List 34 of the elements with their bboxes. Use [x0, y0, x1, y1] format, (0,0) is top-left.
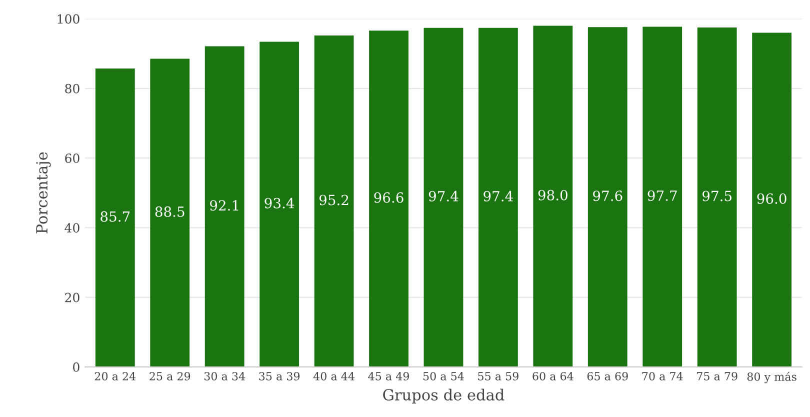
data-label: 96.6: [374, 192, 404, 203]
x-tick-label: 40 a 44: [313, 372, 354, 380]
x-tick-label: 25 a 29: [150, 372, 190, 380]
data-label: 93.4: [264, 198, 294, 208]
x-tick-label: 30 a 34: [204, 372, 246, 380]
y-tick-label: 60: [65, 154, 80, 163]
y-tick-label: 80: [65, 84, 80, 94]
data-label: 88.5: [155, 206, 184, 217]
x-tick-label: 55 a 59: [478, 372, 518, 380]
data-label: 95.2: [319, 194, 348, 206]
x-tick-label: 60 a 64: [532, 372, 574, 380]
x-tick-label: 50 a 54: [423, 372, 464, 380]
y-tick-label: 40: [64, 223, 80, 233]
x-tick-label: 65 a 69: [587, 372, 628, 380]
y-axis-title: Porcentaje: [36, 152, 51, 234]
x-tick-label: 20 a 24: [94, 372, 136, 380]
data-label: 96.0: [757, 193, 786, 204]
x-tick-label: 70 a 74: [642, 372, 683, 380]
data-label: 98.0: [538, 190, 568, 200]
data-label: 97.6: [593, 190, 622, 202]
x-axis-title: Grupos de edad: [383, 388, 504, 404]
x-tick-label: 45 a 49: [368, 372, 409, 380]
x-tick-label: 35 a 39: [259, 372, 300, 380]
data-label: 97.7: [648, 190, 677, 201]
data-label: 85.7: [100, 211, 130, 222]
data-label: 92.1: [210, 200, 238, 211]
y-tick-label: 100: [58, 14, 80, 24]
x-tick-label: 75 a 79: [697, 372, 738, 380]
data-label: 97.4: [484, 190, 513, 202]
data-label: 97.5: [702, 190, 732, 202]
data-label: 97.4: [428, 190, 458, 202]
y-tick-label: 0: [73, 362, 80, 372]
x-tick-label: 80 y más: [747, 372, 796, 384]
y-tick-label: 20: [65, 292, 80, 302]
